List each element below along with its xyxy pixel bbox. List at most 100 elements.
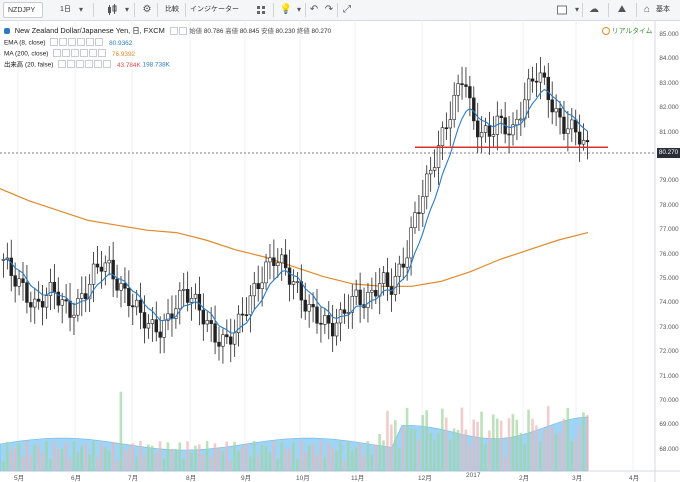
candle-body bbox=[236, 313, 241, 333]
candle-body bbox=[401, 263, 405, 268]
volume-bar bbox=[264, 445, 268, 471]
volume-bar bbox=[213, 443, 217, 471]
candle-body bbox=[358, 289, 362, 305]
ema-legend[interactable]: EMA (8, close) 80.9362 bbox=[4, 38, 132, 49]
volume-bar bbox=[366, 441, 370, 471]
candle-body bbox=[440, 127, 445, 146]
volume-bar bbox=[68, 458, 72, 471]
volume-bar bbox=[495, 418, 499, 471]
cloud-icon[interactable]: ☁ bbox=[589, 4, 599, 15]
undo-icon[interactable]: ↶ bbox=[309, 4, 319, 15]
volume-bar bbox=[397, 448, 401, 471]
chevron-down-icon[interactable]: ▾ bbox=[296, 5, 301, 14]
interval-button[interactable]: 1日 bbox=[60, 6, 71, 13]
chevron-down-icon[interactable]: ▾ bbox=[574, 5, 579, 14]
chevron-down-icon[interactable]: ▾ bbox=[78, 5, 83, 14]
volume-bar bbox=[174, 448, 178, 471]
candle-body bbox=[225, 334, 229, 338]
compare-button[interactable]: 比較 bbox=[165, 6, 179, 13]
price-axis-tick: 81.000 bbox=[659, 128, 679, 136]
redo-icon[interactable]: ↷ bbox=[324, 4, 334, 15]
toolbar-divider bbox=[185, 3, 186, 17]
volume-bar bbox=[237, 450, 240, 471]
candle-body bbox=[178, 290, 182, 310]
candle-body bbox=[248, 295, 253, 316]
fullscreen-icon[interactable]: ⤢ bbox=[343, 4, 351, 15]
toolbar-divider bbox=[273, 3, 274, 17]
candle-body bbox=[350, 295, 354, 313]
candle-body bbox=[499, 115, 503, 118]
volume-legend[interactable]: 出来高 (20, false) 43.784K 198.738K bbox=[4, 60, 170, 71]
price-axis-tick: 83.000 bbox=[659, 79, 679, 87]
volume-bar bbox=[52, 442, 56, 471]
candle-body bbox=[566, 128, 570, 134]
indicators-button[interactable]: インジケーター bbox=[190, 6, 239, 13]
candle-body bbox=[276, 262, 280, 266]
candle-body bbox=[319, 322, 323, 325]
price-axis-tick: 76.000 bbox=[659, 250, 679, 258]
volume-bar bbox=[421, 414, 425, 471]
candle-body bbox=[381, 272, 386, 284]
price-axis-tick: 79.000 bbox=[659, 177, 679, 185]
candle-body bbox=[554, 108, 558, 113]
open-value: 80.786 bbox=[203, 28, 224, 35]
candle-body bbox=[432, 167, 437, 171]
symbol-search-input[interactable]: NZDJPY bbox=[3, 2, 43, 18]
volume-bar bbox=[425, 410, 428, 471]
price-chart[interactable] bbox=[0, 20, 680, 482]
alert-icon[interactable]: 💡 bbox=[279, 4, 293, 15]
candle-body bbox=[546, 76, 550, 101]
volume-bar bbox=[441, 408, 444, 471]
price-axis-tick: 84.000 bbox=[659, 55, 679, 63]
volume-bar bbox=[115, 460, 119, 471]
ma-legend[interactable]: MA (200, close) 76.9392 bbox=[4, 49, 135, 60]
volume-bar bbox=[84, 444, 87, 471]
layout-icon[interactable] bbox=[555, 3, 569, 17]
volume-bar bbox=[484, 444, 487, 471]
volume-bar bbox=[586, 415, 589, 471]
volume-bar bbox=[390, 424, 393, 471]
candle-body bbox=[519, 118, 523, 121]
candle-body bbox=[511, 124, 515, 136]
volume-bar bbox=[123, 450, 127, 471]
volume-bar bbox=[60, 448, 64, 471]
candle-body bbox=[154, 319, 158, 333]
snapshot-icon[interactable]: ⛰ bbox=[617, 4, 627, 15]
volume-bar bbox=[29, 454, 33, 471]
volume-bar bbox=[162, 458, 166, 471]
candle-body bbox=[291, 281, 296, 285]
close-value: 80.270 bbox=[311, 28, 332, 35]
volume-bar bbox=[260, 444, 264, 471]
volume-bar bbox=[268, 452, 272, 471]
volume-bar bbox=[492, 414, 495, 471]
settings-icon[interactable]: ⚙ bbox=[142, 4, 152, 15]
candle-body bbox=[182, 289, 186, 291]
volume-bar bbox=[507, 418, 511, 471]
candle-body bbox=[33, 298, 37, 308]
price-axis-tick: 69.000 bbox=[659, 421, 679, 429]
ema-8-path bbox=[3, 88, 588, 334]
candle-body bbox=[303, 299, 307, 312]
candle-body bbox=[40, 301, 45, 308]
candle-body bbox=[558, 108, 562, 118]
template-icon[interactable] bbox=[254, 3, 268, 17]
basic-button[interactable]: 基本 bbox=[656, 6, 670, 13]
volume-bar bbox=[45, 441, 48, 471]
volume-bar bbox=[331, 447, 334, 471]
volume-bar bbox=[221, 450, 225, 471]
candle-body bbox=[29, 302, 33, 308]
volume-bar bbox=[343, 460, 346, 471]
time-axis-tick: 7月 bbox=[128, 475, 139, 482]
volume-bar bbox=[378, 433, 381, 471]
time-axis-tick: 2017 bbox=[466, 472, 481, 479]
volume-bar bbox=[562, 418, 566, 471]
candles-icon[interactable] bbox=[105, 3, 119, 17]
volume-bar bbox=[350, 450, 354, 471]
chevron-down-icon[interactable]: ▾ bbox=[124, 5, 129, 14]
candle-body bbox=[585, 140, 590, 143]
candle-body bbox=[60, 299, 64, 306]
candle-body bbox=[142, 312, 147, 329]
candle-body bbox=[25, 282, 29, 303]
candle-body bbox=[577, 131, 582, 145]
publish-icon[interactable]: ⌂ bbox=[643, 4, 651, 15]
